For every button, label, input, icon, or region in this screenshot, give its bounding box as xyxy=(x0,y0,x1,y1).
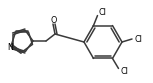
Text: Cl: Cl xyxy=(121,67,128,76)
Text: N: N xyxy=(8,43,13,52)
Text: O: O xyxy=(51,16,57,24)
Text: Cl: Cl xyxy=(99,8,106,17)
Text: Cl: Cl xyxy=(134,35,142,43)
